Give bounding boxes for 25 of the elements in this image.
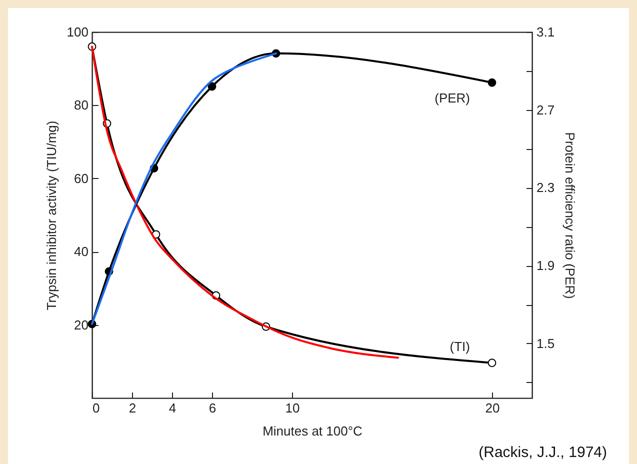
x-tick-label: 10 bbox=[285, 400, 300, 416]
y2-tick-label: 2.7 bbox=[536, 102, 555, 118]
x-tick-label: 20 bbox=[485, 400, 500, 416]
y2-tick-label: 1.5 bbox=[536, 336, 555, 351]
y-tick-label: 20 bbox=[74, 317, 88, 332]
text: (Rackis, J.J., 1974) bbox=[478, 444, 607, 461]
y-tick-label: 40 bbox=[74, 244, 88, 260]
x-tick-label: 2 bbox=[128, 400, 136, 416]
series-label: (PER) bbox=[434, 90, 470, 106]
y-axis-title: Trypsin inhibitor activity (TIU/mg) bbox=[44, 120, 59, 310]
y2-tick-label: 2.3 bbox=[536, 180, 555, 196]
x-tick-label: 6 bbox=[208, 400, 216, 416]
y-tick-label: 60 bbox=[74, 170, 88, 186]
x-axis-title: Minutes at 100°C bbox=[262, 424, 362, 438]
y2-tick-label: 1.9 bbox=[536, 258, 555, 274]
point bbox=[488, 78, 496, 87]
y-tick-label: 100 bbox=[66, 24, 88, 40]
point bbox=[488, 358, 496, 368]
y2-tick-label: 3.1 bbox=[536, 24, 555, 40]
point bbox=[208, 82, 216, 91]
x-tick-label: 0 bbox=[92, 400, 100, 416]
y2-axis-title: Protein efficiency ratio (PER) bbox=[562, 132, 578, 299]
series-label: (TI) bbox=[450, 338, 470, 354]
x-tick-label: 4 bbox=[168, 400, 176, 416]
y-tick-label: 80 bbox=[74, 98, 88, 113]
